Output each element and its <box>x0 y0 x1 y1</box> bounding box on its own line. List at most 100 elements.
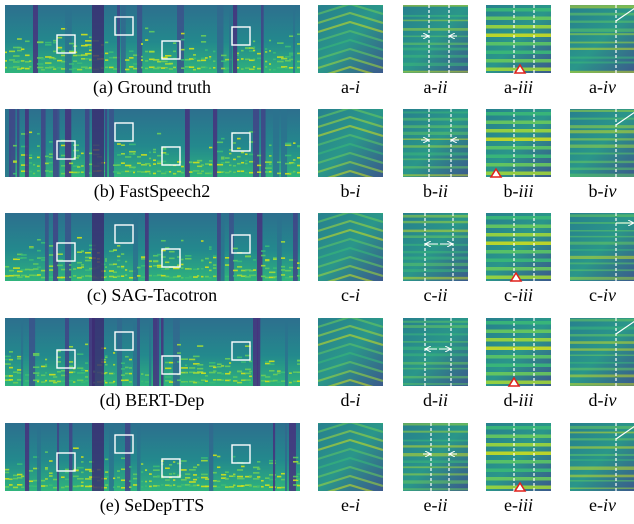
harmonic <box>21 254 27 256</box>
harmonic <box>13 275 20 277</box>
harmonic <box>5 472 9 474</box>
harmonic <box>269 370 275 372</box>
harmonic <box>297 485 301 487</box>
harmonic <box>121 368 125 370</box>
crop-label: a-iv <box>589 77 616 97</box>
harmonic <box>121 275 124 277</box>
dark-column <box>277 213 282 281</box>
crop-label: d-iii <box>503 390 533 410</box>
harmonic <box>217 456 220 458</box>
harmonic <box>237 357 242 359</box>
harmonic <box>81 171 84 173</box>
harmonic <box>45 44 52 46</box>
harmonic <box>197 68 201 70</box>
harmonic <box>297 33 304 35</box>
harmonic <box>13 267 20 269</box>
harmonic <box>233 380 237 382</box>
dark-column <box>117 5 120 73</box>
harmonic <box>41 480 45 482</box>
harmonic <box>25 269 29 271</box>
harmonic <box>9 379 13 381</box>
harmonic <box>201 477 208 479</box>
harmonic <box>105 471 108 473</box>
dark-column <box>253 109 259 177</box>
harmonic <box>189 367 195 369</box>
harmonic <box>73 476 79 478</box>
stripe <box>570 138 634 140</box>
stripe <box>403 460 468 463</box>
harmonic <box>153 469 160 471</box>
stripe <box>486 25 551 29</box>
harmonic <box>21 487 24 489</box>
harmonic <box>285 144 291 146</box>
stripe <box>403 36 468 38</box>
caption: (e) SeDepTTS <box>100 495 204 516</box>
harmonic <box>229 164 231 166</box>
stripe <box>486 138 551 142</box>
harmonic <box>181 259 183 261</box>
harmonic <box>141 56 143 58</box>
stripe <box>570 242 634 245</box>
harmonic <box>157 67 161 69</box>
harmonic <box>141 67 143 69</box>
harmonic <box>53 479 57 481</box>
harmonic <box>221 138 225 140</box>
harmonic <box>213 472 217 474</box>
crop-letter: c- <box>341 285 355 305</box>
stripe <box>570 374 634 377</box>
crop-numeral: iii <box>518 285 533 305</box>
harmonic <box>77 237 82 239</box>
harmonic <box>133 172 135 174</box>
harmonic <box>201 41 206 43</box>
harmonic <box>9 270 14 272</box>
harmonic <box>273 59 276 61</box>
harmonic <box>37 381 39 383</box>
stripe <box>486 225 551 229</box>
harmonic <box>37 133 40 135</box>
harmonic <box>145 39 148 41</box>
harmonic <box>77 262 82 264</box>
harmonic <box>73 55 77 57</box>
harmonic <box>29 171 32 173</box>
harmonic <box>141 43 143 45</box>
stripe <box>403 325 468 328</box>
harmonic <box>153 260 158 262</box>
stripe <box>570 256 634 259</box>
harmonic <box>165 467 170 469</box>
dark-column <box>137 318 140 386</box>
harmonic <box>189 48 194 50</box>
harmonic <box>269 40 271 42</box>
caption: (a) Ground truth <box>93 77 211 98</box>
stripe <box>486 34 551 38</box>
harmonic <box>237 170 241 172</box>
harmonic <box>45 478 48 480</box>
harmonic <box>181 479 187 481</box>
harmonic <box>225 486 229 488</box>
harmonic <box>181 469 187 471</box>
stripe <box>486 112 551 116</box>
harmonic <box>237 261 242 263</box>
harmonic <box>273 374 278 376</box>
harmonic <box>45 364 47 366</box>
harmonic <box>201 372 206 374</box>
harmonic <box>217 379 222 381</box>
harmonic <box>13 382 18 384</box>
crop-numeral: i <box>355 181 360 201</box>
dark-column <box>217 5 223 73</box>
harmonic <box>141 154 147 156</box>
harmonic <box>33 353 39 355</box>
stripe <box>403 230 468 233</box>
dark-column <box>69 423 72 491</box>
stripe <box>486 460 551 464</box>
harmonic <box>137 275 140 277</box>
harmonic <box>81 264 84 266</box>
stripe <box>486 267 551 271</box>
harmonic <box>49 475 53 477</box>
harmonic <box>37 165 40 167</box>
stripe <box>403 488 468 490</box>
harmonic <box>297 371 303 373</box>
harmonic <box>225 366 230 368</box>
crop-numeral: ii <box>438 181 448 201</box>
dark-column <box>173 318 180 386</box>
harmonic <box>245 373 251 375</box>
